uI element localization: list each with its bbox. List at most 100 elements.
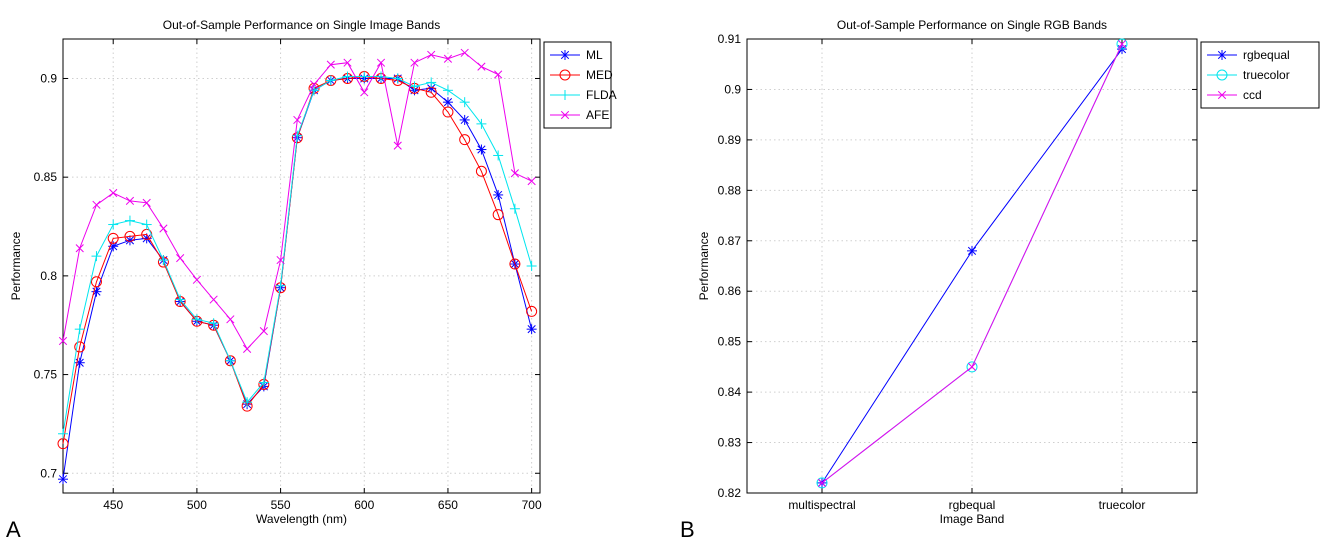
chart1-y-tick-label: 0.85 (34, 170, 58, 184)
chart1-point-flda (426, 77, 437, 88)
chart1-x-tick-label: 450 (103, 498, 123, 512)
chart2-legend-marker-rgbequal-stroke (1217, 50, 1227, 60)
chart1-point-med (459, 134, 471, 146)
chart2-x-tick-label: rgbequal (949, 498, 996, 512)
chart1-point-med-shape (442, 106, 454, 118)
chart1-legend-marker-med (559, 69, 571, 81)
chart1-point-med (509, 258, 521, 270)
chart1-point-afe (75, 244, 84, 253)
chart1-point-afe-stroke (159, 224, 168, 233)
chart1-point-flda (509, 203, 520, 214)
chart1-point-flda (58, 428, 68, 439)
chart2-point-ccd (967, 362, 977, 371)
chart1-point-afe (494, 70, 503, 79)
chart1-y-tick-label: 0.75 (34, 368, 58, 382)
chart2-y-tick-label: 0.85 (718, 335, 742, 349)
chart1-point-flda (359, 71, 370, 82)
chart1-legend-label: FLDA (586, 88, 617, 102)
chart1-point-flda (459, 97, 470, 108)
chart1-point-ml-stroke (527, 325, 536, 334)
chart1-point-afe (192, 275, 201, 284)
chart1-point-afe (293, 115, 302, 125)
chart1-legend-box (543, 41, 612, 129)
chart2-legend-label: rgbequal (1243, 48, 1290, 62)
chart1-point-afe-stroke (226, 315, 235, 324)
chart1-point-afe-stroke (276, 255, 285, 265)
chart1-point-afe-stroke (376, 58, 386, 67)
chart1-point-flda (409, 81, 420, 92)
chart1-y-axis-label: Performance (9, 231, 23, 300)
chart1-point-med-shape (526, 305, 538, 317)
panel-label-a: A (6, 517, 21, 541)
chart1-point-afe-stroke (326, 60, 335, 69)
chart1-point-afe-stroke (92, 200, 101, 209)
chart1-legend-marker-afe-stroke (560, 110, 570, 120)
chart1-point-ml-stroke (443, 98, 453, 107)
chart1-point-med (526, 305, 538, 317)
chart1-point-flda (309, 85, 320, 96)
chart2-legend-marker-ccd-stroke (1217, 90, 1227, 100)
chart1-point-med (492, 209, 504, 221)
chart1-point-ml-stroke (125, 236, 135, 245)
chart1-point-afe-stroke (58, 336, 68, 346)
chart1-point-ml-stroke (460, 115, 469, 125)
chart1-point-flda (158, 255, 169, 266)
chart1-point-afe-stroke (393, 141, 402, 150)
chart1-legend-marker-ml-stroke (560, 50, 570, 60)
chart1-axes-frame (62, 38, 541, 494)
chart2-axes-frame (746, 38, 1198, 494)
chart2-point-truecolor-shape (816, 477, 828, 489)
chart1-point-afe-stroke (192, 275, 201, 284)
chart1-point-afe-stroke (176, 254, 185, 263)
chart1-point-med (475, 165, 487, 177)
chart1-point-afe (510, 169, 519, 178)
chart1-point-afe (226, 315, 235, 324)
chart1-point-ml-stroke (75, 358, 84, 367)
chart2-x-axis-label: Image Band (940, 512, 1005, 526)
chart1-point-afe (427, 50, 436, 59)
chart1-point-afe (460, 48, 469, 57)
chart1-point-afe (376, 58, 386, 67)
chart1-point-afe (142, 198, 151, 207)
chart1-point-flda (392, 73, 403, 84)
chart1-point-flda (275, 280, 286, 291)
chart1-point-afe-stroke (125, 196, 135, 205)
chart1-point-afe-stroke (293, 115, 302, 125)
chart1-legend-label: ML (586, 48, 603, 62)
chart1-point-med-shape (475, 165, 487, 177)
chart1-point-ml (91, 286, 102, 297)
chart2-point-rgbequal-stroke (967, 246, 977, 255)
chart1-point-med-shape (124, 230, 136, 242)
chart1-point-afe-stroke (142, 198, 151, 207)
chart1-point-afe (309, 80, 319, 89)
chart1-point-ml-stroke (494, 190, 503, 200)
chart1-point-afe (343, 58, 352, 67)
chart1-legend-label: AFE (586, 108, 609, 122)
chart1-point-flda (191, 314, 202, 325)
chart1-y-tick-label: 0.9 (40, 71, 57, 85)
chart1-point-flda (91, 251, 102, 262)
chart2-y-tick-label: 0.9 (724, 82, 741, 96)
chart2-x-tick-label: truecolor (1099, 498, 1146, 512)
chart2-y-tick-label: 0.83 (718, 436, 742, 450)
chart2-point-rgbequal (967, 245, 977, 256)
chart1-point-afe-stroke (209, 295, 218, 304)
chart1-point-flda (141, 219, 152, 230)
chart1-point-afe-stroke (75, 244, 84, 253)
chart1-point-afe (326, 60, 335, 69)
chart1-point-afe-stroke (259, 327, 268, 336)
chart1-point-afe (209, 295, 218, 304)
chart1-point-med-shape (509, 258, 521, 270)
chart1-point-ml (526, 324, 537, 335)
chart1-point-afe-stroke (427, 50, 436, 59)
chart1-point-flda (442, 85, 453, 96)
chart1-x-tick-label: 650 (438, 498, 458, 512)
chart2-point-truecolor (1116, 38, 1128, 50)
chart1-point-flda (175, 294, 186, 305)
chart1-point-ml (459, 114, 470, 125)
chart1-point-flda (476, 118, 487, 129)
chart1-plot-area (63, 39, 540, 493)
chart1-point-med (90, 276, 102, 288)
chart1-point-afe (276, 255, 285, 265)
